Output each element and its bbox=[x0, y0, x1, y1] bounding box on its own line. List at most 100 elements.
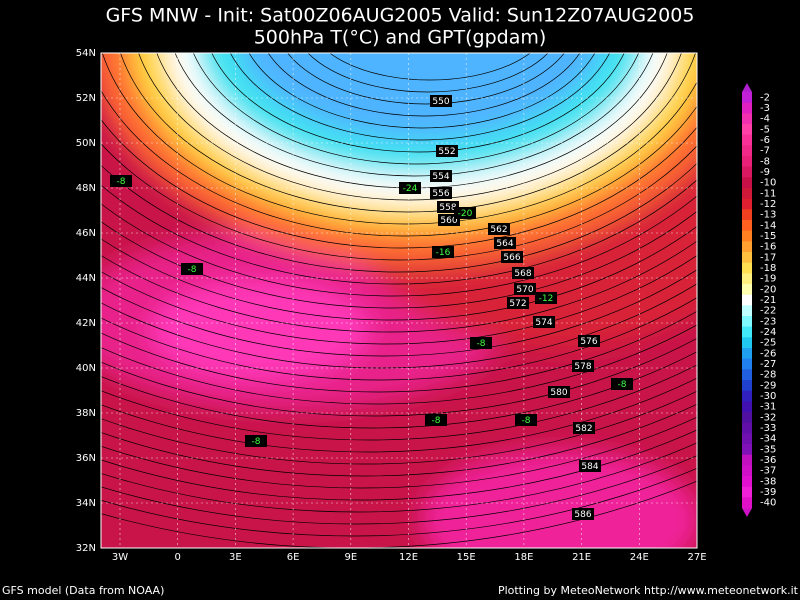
contour-line bbox=[101, 416, 697, 489]
temperature-label: -8 bbox=[477, 339, 486, 349]
colorbar-label: -16 bbox=[760, 242, 776, 253]
colorbar-swatch bbox=[742, 422, 752, 434]
colorbar-label: -26 bbox=[760, 348, 776, 359]
map-frame bbox=[100, 52, 698, 549]
colorbar-label: -31 bbox=[760, 402, 776, 413]
height-label: 550 bbox=[432, 97, 449, 107]
lat-label: 44N bbox=[76, 273, 96, 284]
axes: 3W 0 3E 6E 9E 12E 15E 18E 21E 24E 27E 54N 52N 50N 48N 4… bbox=[76, 48, 707, 563]
contour-line bbox=[101, 429, 697, 501]
height-label: 570 bbox=[516, 285, 533, 295]
warm-zone bbox=[420, 450, 697, 548]
colorbar-swatch bbox=[742, 92, 752, 103]
colorbar-label: -40 bbox=[760, 498, 776, 509]
colorbar-swatch bbox=[742, 166, 752, 178]
temperature-label-bg bbox=[245, 435, 267, 447]
colorbar-swatch bbox=[742, 156, 752, 167]
colorbar-swatch bbox=[742, 412, 752, 423]
height-label-bg bbox=[430, 95, 452, 107]
colorbar-label: -33 bbox=[760, 423, 776, 434]
temperature-label-bg bbox=[110, 175, 132, 187]
colorbar-swatch bbox=[742, 230, 752, 242]
temperature-label: -12 bbox=[539, 294, 554, 304]
temperature-label: -20 bbox=[458, 209, 473, 219]
lon-label: 12E bbox=[399, 552, 418, 563]
lon-label: 3E bbox=[229, 552, 242, 563]
colorbar-swatch bbox=[742, 145, 752, 157]
colorbar-label: -4 bbox=[760, 114, 770, 125]
height-label-bg bbox=[494, 237, 516, 249]
height-label: 578 bbox=[574, 362, 591, 372]
height-label: 580 bbox=[550, 388, 567, 398]
height-label: 584 bbox=[581, 462, 598, 472]
height-label-bg bbox=[437, 201, 459, 213]
lat-label: 50N bbox=[76, 138, 96, 149]
colorbar-swatch bbox=[742, 284, 752, 295]
contour-line bbox=[101, 162, 697, 273]
height-label-bg bbox=[514, 283, 536, 295]
height-label-bg bbox=[533, 316, 555, 328]
colorbar-label: -35 bbox=[760, 444, 776, 455]
height-label: 572 bbox=[509, 299, 526, 309]
height-label-bg bbox=[573, 422, 595, 434]
height-label-bg bbox=[578, 335, 600, 347]
contour-line bbox=[267, 53, 581, 117]
colorbar-swatch bbox=[742, 241, 752, 253]
colorbar-label: -11 bbox=[760, 188, 776, 199]
colorbar-label: -5 bbox=[760, 124, 770, 135]
colorbar-label: -21 bbox=[760, 295, 776, 306]
temperature-label-bg bbox=[470, 337, 492, 349]
contour-line bbox=[248, 53, 596, 129]
height-label: 554 bbox=[432, 172, 449, 182]
contour-line bbox=[101, 403, 697, 477]
colorbar-swatch bbox=[742, 209, 752, 221]
lon-label: 9E bbox=[344, 552, 357, 563]
height-label-bg bbox=[501, 251, 523, 263]
height-label: 562 bbox=[490, 225, 507, 235]
colorbar-swatch bbox=[742, 134, 752, 146]
temperature-label: -16 bbox=[436, 248, 451, 258]
temperature-label: -8 bbox=[432, 416, 441, 426]
height-label-bg bbox=[512, 267, 534, 279]
colorbar-label: -32 bbox=[760, 412, 776, 423]
contour-line bbox=[101, 442, 697, 513]
colorbar-top-arrow bbox=[742, 83, 752, 92]
lon-label: 18E bbox=[514, 552, 533, 563]
lat-label: 40N bbox=[76, 363, 96, 374]
colorbar-label: -29 bbox=[760, 380, 776, 391]
lat-label: 32N bbox=[76, 543, 96, 554]
colorbar-label: -2 bbox=[760, 92, 770, 103]
colorbar-swatch bbox=[742, 337, 752, 349]
colorbar-label: -28 bbox=[760, 370, 776, 381]
colorbar-swatch bbox=[742, 486, 752, 498]
contour-line bbox=[101, 364, 697, 441]
colorbar-label: -20 bbox=[760, 284, 776, 295]
temperature-label: -8 bbox=[522, 416, 531, 426]
height-label-bg bbox=[572, 508, 594, 520]
footer-credit: Plotting by MeteoNetwork http://www.mete… bbox=[498, 584, 799, 597]
height-label: 552 bbox=[438, 147, 455, 157]
colorbar-label: -38 bbox=[760, 476, 776, 487]
height-label: 558 bbox=[439, 203, 456, 213]
lon-label: 27E bbox=[687, 552, 706, 563]
colorbar-swatch bbox=[742, 220, 752, 231]
contour-line bbox=[101, 377, 697, 453]
map-labels: 550 552 554 556 558 560 562 564 566 568 570 572 574 5… bbox=[110, 95, 633, 520]
colorbar-label: -15 bbox=[760, 231, 776, 242]
colorbar-label: -3 bbox=[760, 103, 770, 114]
colorbar-swatch bbox=[742, 102, 752, 114]
colorbar-swatch bbox=[742, 465, 752, 477]
contour-line bbox=[101, 269, 697, 357]
contour-line bbox=[101, 225, 697, 321]
colorbar-label: -30 bbox=[760, 391, 776, 402]
colorbar-label: -36 bbox=[760, 455, 776, 466]
contour-line bbox=[287, 53, 565, 105]
contour-line bbox=[120, 53, 696, 213]
colorbar-label: -14 bbox=[760, 220, 776, 231]
lat-label: 46N bbox=[76, 228, 96, 239]
height-label: 560 bbox=[440, 216, 457, 226]
contour-line bbox=[101, 89, 697, 237]
colorbar-swatch bbox=[742, 380, 752, 391]
colorbar-swatch bbox=[742, 316, 752, 327]
